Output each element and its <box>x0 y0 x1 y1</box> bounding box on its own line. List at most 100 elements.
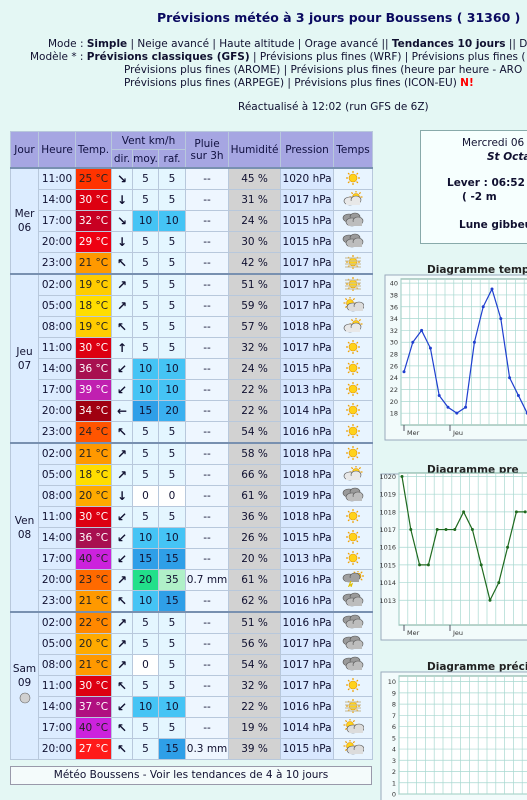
data-point <box>428 346 432 350</box>
weather-icon <box>343 718 365 733</box>
sun-ray <box>356 455 359 458</box>
weather-icon <box>346 445 361 460</box>
pressure-cell: 1016 hPa <box>280 611 335 634</box>
temp-cell: 39 °C <box>75 379 112 401</box>
plot-area <box>398 472 527 626</box>
rain-cell: -- <box>185 273 230 296</box>
sun-ray <box>356 383 359 386</box>
sun-ray <box>356 370 359 373</box>
temp-cell: 20 °C <box>75 485 112 507</box>
rain-cell: -- <box>185 337 230 359</box>
page-title: Prévisions météo à 3 jours pour Boussens… <box>157 10 521 25</box>
y-tick-label: 7 <box>392 712 396 720</box>
wind-mean: 5 <box>132 464 159 486</box>
y-tick-label: 18 <box>390 410 398 418</box>
humidity-cell: 51 % <box>228 273 282 296</box>
sun-ray <box>345 727 348 730</box>
mode-current[interactable]: Simple <box>86 38 128 50</box>
time-cell: 17:00 <box>38 548 76 570</box>
forecast-row: 08:00 20 °C ↓ 0 0 -- 61 % 1019 hPa <box>11 485 374 507</box>
temp-cell: 21 °C <box>75 654 112 676</box>
model-links[interactable]: | Prévisions plus fines (WRF) | Prévisio… <box>249 51 526 63</box>
pressure-cell: 1015 hPa <box>280 358 335 380</box>
wind-gust: 10 <box>157 358 187 380</box>
sun-ray <box>347 560 350 563</box>
sun-ray <box>356 404 359 407</box>
weather-icon <box>346 381 361 396</box>
weather-icon <box>342 614 364 628</box>
pressure-cell: 1017 hPa <box>280 295 335 317</box>
wind-gust: 5 <box>157 189 187 211</box>
sun-ray <box>347 518 350 521</box>
mode-links[interactable]: | Neige avancé | Haute altitude | Orage … <box>127 38 392 50</box>
day-cell: Mer 06 <box>10 167 39 275</box>
data-point <box>402 370 406 374</box>
sun-ray <box>347 539 350 542</box>
time-cell: 17:00 <box>38 717 76 739</box>
forecast-row: 05:00 20 °C ↗ 5 5 -- 56 % 1017 hPa <box>11 633 374 655</box>
sky-cell <box>333 316 374 338</box>
info-moon: Lune gibbeu <box>459 219 527 231</box>
time-cell: 08:00 <box>38 316 76 338</box>
weather-icon <box>342 212 364 226</box>
sun-ray <box>347 362 350 365</box>
sky-cell <box>333 548 374 570</box>
sun <box>348 553 358 562</box>
wind-mean: 5 <box>132 611 159 634</box>
sun-ray <box>347 412 350 415</box>
time-cell: 05:00 <box>38 464 76 486</box>
mode-rest[interactable]: || Di <box>508 38 527 50</box>
wind-dir: ↓ <box>111 231 133 253</box>
wind-gust: 10 <box>157 527 187 549</box>
wind-mean: 5 <box>132 717 159 739</box>
sun-ray <box>358 191 362 194</box>
humidity-cell: 36 % <box>228 506 282 528</box>
header-cell: Pression <box>280 131 335 169</box>
wind-dir: ↑ <box>111 337 133 359</box>
footer-link[interactable]: Météo Boussens - Voir les tendances de 4… <box>10 766 372 785</box>
data-point <box>479 563 483 567</box>
humidity-cell: 51 % <box>228 611 282 634</box>
temp-cell: 30 °C <box>75 337 112 359</box>
sun-ray <box>345 305 348 308</box>
pressure-cell: 1014 hPa <box>280 400 335 422</box>
weather-icon <box>342 592 364 606</box>
moon <box>19 692 30 704</box>
wind-gust: 5 <box>157 273 187 296</box>
temp-cell: 36 °C <box>75 527 112 549</box>
sun-ray <box>345 719 348 722</box>
wind-mean: 15 <box>132 548 159 570</box>
model-links-2[interactable]: Prévisions plus fines (AROME) | Prévisio… <box>124 64 523 76</box>
wind-mean: 5 <box>132 231 159 253</box>
sun-ray <box>356 531 359 534</box>
time-cell: 17:00 <box>38 379 76 401</box>
y-tick-label: 22 <box>390 386 398 394</box>
forecast-row: Jeu 07 02:00 19 °C ↗ 5 5 -- 51 % 1017 hPa <box>10 273 374 444</box>
data-point <box>444 528 448 532</box>
humidity-cell: 26 % <box>228 527 282 549</box>
wind-gust: 5 <box>157 337 187 359</box>
time-cell: 05:00 <box>38 295 76 317</box>
pressure-cell: 1017 hPa <box>280 273 335 296</box>
forecast-row: 17:00 40 °C ↖ 5 5 -- 19 % 1014 hPa <box>11 717 374 739</box>
pressure-cell: 1018 hPa <box>280 506 335 528</box>
model-nav: Modèle * : Prévisions classiques (GFS) |… <box>30 51 525 63</box>
time-cell: 20:00 <box>38 231 76 253</box>
forecast-row: 14:00 36 °C ↙ 10 10 -- 24 % 1015 hPa <box>11 358 374 380</box>
cloud <box>349 306 364 311</box>
wind-dir: ↘ <box>111 210 133 232</box>
model-links-3-text[interactable]: Prévisions plus fines (ARPEGE) | Prévisi… <box>124 77 461 89</box>
day-cell: Ven 08 <box>10 442 39 613</box>
time-cell: 17:00 <box>38 210 76 232</box>
forecast-row: Sam 09 02:00 22 °C ↗ 5 5 -- 51 % 1016 hPa <box>10 611 374 760</box>
day-name: Jeu <box>16 345 33 358</box>
temp-cell: 30 °C <box>75 675 112 697</box>
time-cell: 02:00 <box>38 442 76 465</box>
trend-link[interactable]: Tendances 10 jours <box>391 38 506 50</box>
weather-icon <box>346 423 361 438</box>
sun <box>348 257 358 266</box>
temp-cell: 37 °C <box>75 696 112 718</box>
wind-dir: ↖ <box>111 738 133 760</box>
humidity-cell: 54 % <box>228 654 282 676</box>
model-current[interactable]: Prévisions classiques (GFS) <box>86 51 250 63</box>
